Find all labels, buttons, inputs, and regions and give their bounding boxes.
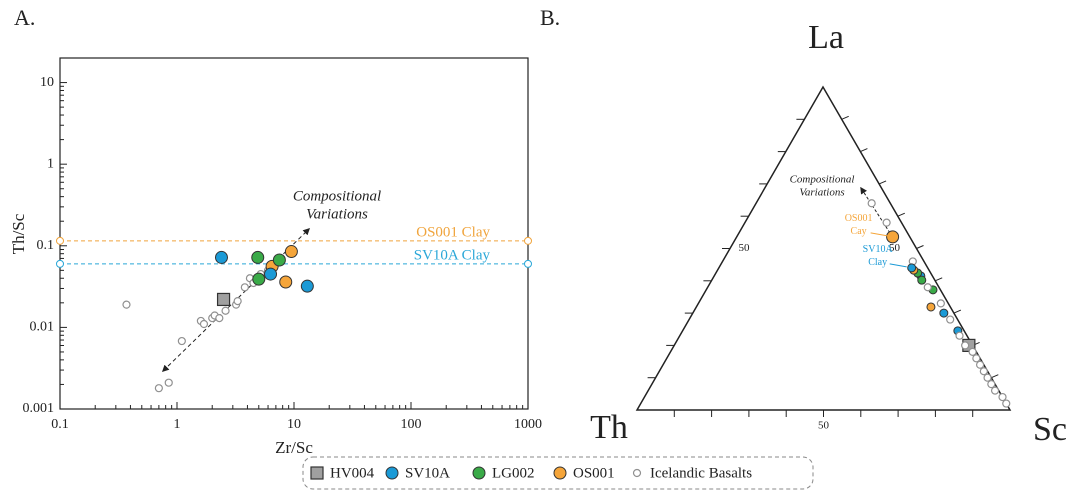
ternary-tick-label: 50 <box>739 242 751 254</box>
ternary-apex-label: Th <box>590 409 628 446</box>
reference-end <box>56 259 64 268</box>
x-axis-label: Zr/Sc <box>275 438 313 457</box>
ternary-apex-label: La <box>808 19 844 56</box>
x-tick-label: 1000 <box>514 417 542 432</box>
data-point <box>923 283 932 292</box>
annotation: Compositional <box>790 174 855 186</box>
legend-label: OS001 <box>573 465 615 481</box>
clay-leader <box>889 263 907 268</box>
reference-end <box>56 236 64 245</box>
y-axis-label: Th/Sc <box>9 213 28 254</box>
data-point <box>214 250 228 264</box>
legend-box <box>302 456 814 490</box>
annotation: Compositional <box>293 188 381 204</box>
ternary-tick <box>860 148 868 153</box>
x-tick-label: 10 <box>287 417 301 432</box>
data-point <box>164 378 173 387</box>
ternary-apex-label: Sc <box>1033 411 1067 448</box>
y-tick-label: 10 <box>40 75 54 90</box>
reference-label: SV10A Clay <box>414 247 491 263</box>
legend-marker <box>632 468 642 478</box>
data-point <box>979 367 988 376</box>
clay-label: Clay <box>868 257 887 268</box>
data-point <box>252 272 266 286</box>
data-point <box>936 299 945 308</box>
data-point <box>972 354 981 363</box>
clay-leader <box>870 232 888 237</box>
legend-marker <box>385 466 399 480</box>
legend-label: Icelandic Basalts <box>650 465 752 481</box>
clay-label: SV10A <box>863 244 894 255</box>
data-point <box>216 292 231 307</box>
data-point <box>177 336 186 346</box>
ternary-tick <box>953 309 962 314</box>
ternary-tick <box>991 374 999 379</box>
data-point <box>926 302 936 312</box>
panel-label: A. <box>14 5 35 30</box>
data-point <box>1002 399 1011 408</box>
y-tick-label: 0.1 <box>37 238 55 253</box>
legend-marker <box>553 466 567 480</box>
data-point <box>279 275 293 289</box>
ternary-tick-label: 50 <box>889 242 901 254</box>
clay-label: Cay <box>851 226 867 237</box>
data-point <box>961 341 970 350</box>
data-point <box>221 306 230 315</box>
data-point <box>272 253 286 267</box>
annotation: Variations <box>799 187 844 199</box>
y-tick-label: 0.01 <box>30 320 55 335</box>
data-point <box>939 308 949 318</box>
data-point <box>233 296 242 306</box>
data-point <box>983 373 992 382</box>
data-point <box>122 300 131 309</box>
data-point <box>886 230 900 244</box>
annotation: Variations <box>306 206 368 222</box>
legend-label: LG002 <box>492 465 535 481</box>
data-point <box>154 384 163 393</box>
data-point <box>975 360 985 369</box>
ternary-tick <box>878 180 887 185</box>
data-point <box>264 267 278 281</box>
legend-label: HV004 <box>330 465 375 481</box>
data-point <box>990 386 1000 395</box>
y-tick-label: 0.001 <box>23 401 55 416</box>
data-point <box>215 313 224 323</box>
y-tick-label: 1 <box>47 156 54 171</box>
x-tick-label: 100 <box>401 417 422 432</box>
data-point <box>199 319 209 329</box>
data-point <box>968 347 977 356</box>
legend-marker <box>472 466 486 480</box>
data-point <box>300 279 314 293</box>
data-point <box>240 283 249 292</box>
reference-end <box>524 259 532 268</box>
data-point <box>907 263 917 273</box>
ternary-frame <box>635 85 1012 411</box>
data-point <box>882 218 891 227</box>
reference-end <box>524 236 532 245</box>
ternary-tick <box>841 115 849 120</box>
annotation-arrow <box>860 186 891 234</box>
data-point <box>284 245 298 259</box>
data-point <box>251 250 265 264</box>
panel-label: B. <box>540 5 560 30</box>
reference-label: OS001 Clay <box>416 224 490 240</box>
legend-marker <box>310 466 324 480</box>
x-tick-label: 1 <box>174 417 181 432</box>
data-point <box>955 331 964 340</box>
ternary-tick <box>916 245 924 249</box>
data-point <box>998 392 1007 402</box>
legend-label: SV10A <box>405 465 450 481</box>
ternary-tick <box>897 212 905 217</box>
ternary-tick <box>935 277 943 282</box>
data-point <box>867 199 876 208</box>
ternary-tick-label: 50 <box>818 420 830 432</box>
data-point <box>917 275 927 285</box>
clay-label: OS001 <box>845 213 873 224</box>
data-point <box>946 315 955 324</box>
data-point <box>987 380 996 389</box>
x-tick-label: 0.1 <box>51 417 69 432</box>
